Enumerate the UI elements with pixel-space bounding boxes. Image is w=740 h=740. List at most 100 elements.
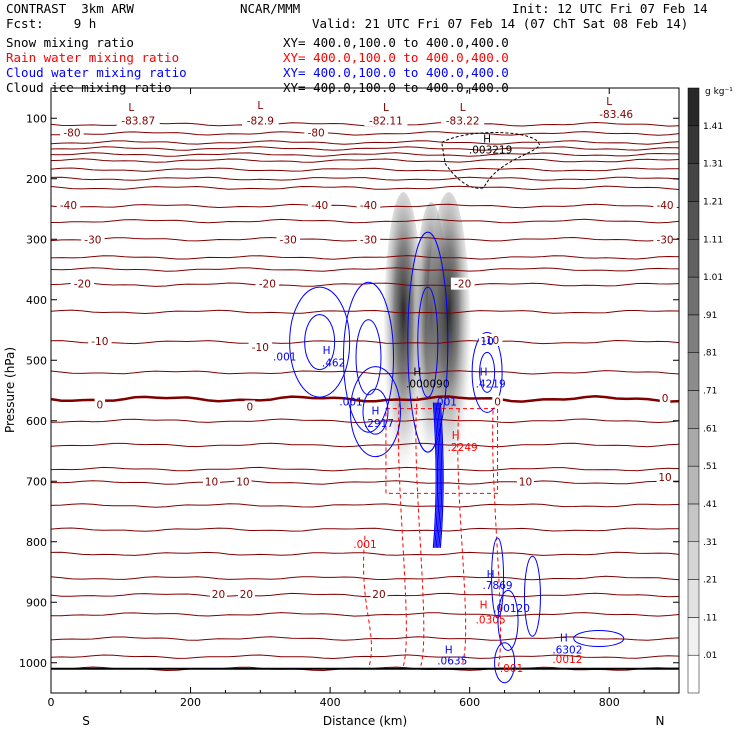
plot-border (50, 87, 680, 694)
field-rain-xy: XY= 400.0,100.0 to 400.0,400.0 (283, 50, 509, 65)
extremum-label-26: .0305 (476, 614, 506, 626)
temperature-contour-15 (50, 309, 680, 315)
temperature-label-24: 0 (662, 393, 669, 405)
colorbar-label-3: .31 (703, 538, 717, 548)
cloud-water-low-1 (497, 589, 519, 651)
field-rain-name: Rain water mixing ratio (6, 50, 180, 65)
cloud-water-core-3 (436, 402, 441, 548)
temperature-label-bg-0 (60, 126, 84, 139)
temperature-label-bg-6 (594, 108, 638, 121)
x-tick-label-4: 800 (599, 696, 620, 709)
temperature-label-bg-19 (248, 341, 273, 354)
temperature-contour-16 (50, 339, 680, 345)
temperature-label-bg-12 (276, 233, 300, 246)
extremum-label-28: .6302 (552, 645, 582, 657)
temperature-label-bg-16 (255, 277, 280, 290)
temperature-label-7: -40 (60, 200, 77, 212)
temperature-contour-27 (50, 592, 680, 598)
extremum-label-18: 10 (480, 336, 493, 348)
cloud-ice-contour (441, 132, 540, 189)
temperature-contour-6 (50, 167, 679, 172)
temperature-label-13: -30 (360, 234, 377, 246)
colorbar-label-6: .61 (703, 424, 717, 434)
temperature-contour-28 (50, 612, 680, 617)
temperature-label-bg-15 (70, 277, 95, 290)
rain-contour-0 (363, 535, 372, 669)
temperature-label-bg-14 (653, 233, 677, 246)
extremum-label-25: .00120 (493, 603, 530, 615)
y-tick-label-1: 200 (26, 173, 47, 186)
x-tick-label-2: 400 (320, 696, 341, 709)
temperature-label-bg-17 (450, 277, 475, 290)
temperature-label-bg-20 (478, 333, 503, 346)
temperature-label-1: -83.87 (121, 115, 155, 127)
cloud-water-contour-4 (349, 366, 401, 458)
temperature-contour-19 (50, 418, 680, 424)
temperature-label-31: 20 (372, 589, 385, 601)
y-tick-label-4: 500 (26, 354, 47, 367)
temperature-label-10: -40 (656, 200, 673, 212)
temperature-contour-18 (50, 395, 680, 403)
cloud-water-core-2 (435, 402, 440, 548)
colorbar-label-0: .01 (703, 651, 717, 661)
extremum-label-0: L (128, 102, 134, 114)
temperature-label-15: -20 (74, 279, 91, 291)
temperature-contour-8 (50, 185, 680, 191)
y-tick-label-8: 900 (26, 596, 47, 609)
temperature-contour-26 (50, 575, 680, 581)
temperature-label-8: -40 (311, 200, 328, 212)
temperature-contour-30 (50, 654, 680, 660)
temperature-label-bg-30 (237, 587, 255, 600)
field-cloud-water-xy: XY= 400.0,100.0 to 400.0,400.0 (283, 65, 509, 80)
colorbar-label-10: 1.01 (703, 273, 723, 283)
temperature-contour-1 (51, 131, 680, 136)
temperature-contour-3 (50, 146, 680, 151)
temperature-label-bg-3 (304, 126, 328, 139)
extremum-label-13: .001 (434, 397, 457, 409)
temperature-label-bg-10 (653, 198, 677, 211)
extremum-label-14: H (372, 406, 380, 418)
temperature-label-18: -10 (91, 336, 108, 348)
temperature-label-bg-11 (81, 233, 105, 246)
colorbar-label-2: .21 (703, 576, 717, 586)
colorbar-label-4: .41 (703, 500, 717, 510)
colorbar-cell-14 (687, 125, 700, 164)
extremum-label-29: H (445, 645, 453, 657)
colorbar-label-13: 1.31 (703, 160, 723, 170)
temperature-label-bg-26 (234, 475, 252, 488)
extremum-label-4: L (606, 96, 612, 108)
colorbar-cell-15 (687, 87, 700, 127)
extremum-label-10: .462 (322, 357, 345, 369)
temperature-label-29: 20 (212, 589, 225, 601)
axes: Pressure (hPa) Distance (km) S N 1002003… (3, 88, 679, 728)
extremum-label-5: H (483, 133, 491, 145)
extremum-label-20: .2249 (448, 442, 478, 454)
forecast-hour: Fcst: 9 h (6, 16, 97, 31)
colorbar-label-5: .51 (703, 462, 717, 472)
extremum-label-15: .2917 (364, 418, 394, 430)
cloud-water-low-4 (494, 642, 516, 684)
extremum-label-6: .003219 (469, 144, 512, 156)
extremum-label-11: .001 (273, 351, 296, 363)
y-tick-label-6: 700 (26, 475, 47, 488)
temperature-label-bg-2 (242, 114, 279, 127)
extremum-label-24: H (480, 599, 488, 611)
x-tick-label-3: 600 (459, 696, 480, 709)
extremum-label-7: H (413, 366, 421, 378)
colorbar-label-9: .91 (703, 311, 717, 321)
cloud-ice-contours (441, 132, 540, 189)
temperature-contour-29 (50, 636, 680, 641)
x-end-label-right: N (656, 714, 665, 728)
field-snow-xy: XY= 400.0,100.0 to 400.0,400.0 (283, 35, 509, 50)
colorbar-label-8: .81 (703, 349, 717, 359)
extremum-label-17: .4219 (476, 378, 506, 390)
temperature-label-bg-4 (364, 114, 408, 127)
colorbar-label-1: .11 (703, 613, 717, 623)
model-title: CONTRAST 3km ARW (6, 1, 134, 16)
x-axis-label: Distance (km) (323, 714, 407, 728)
temperature-label-bg-24 (659, 391, 671, 404)
temperature-contour-5 (50, 158, 680, 163)
extremum-label-1: L (257, 100, 263, 112)
contour-labels: -80 -83.87 -82.9 -80 -82.11 -83.22 -83.46 -40 -4… (56, 96, 677, 675)
y-tick-label-9: 1000 (19, 657, 47, 670)
